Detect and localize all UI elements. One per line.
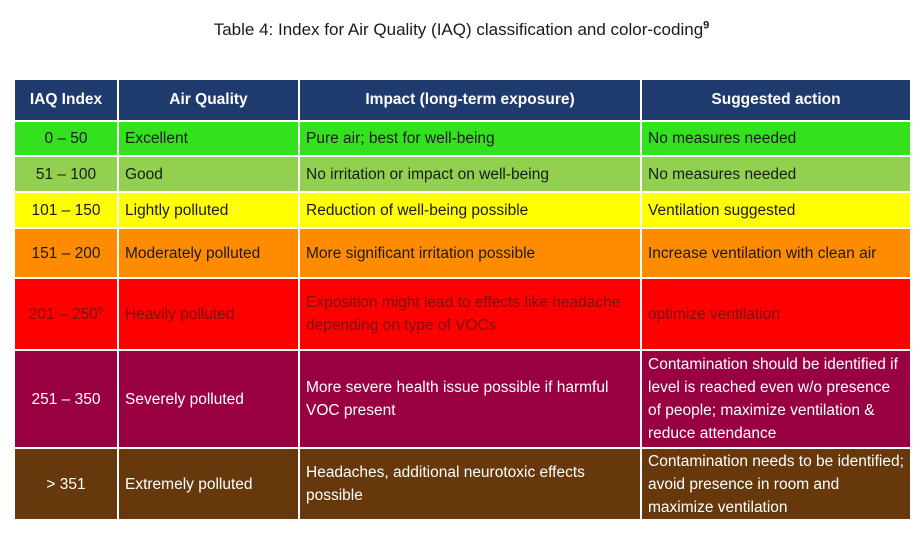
table-row: > 351 Extremely polluted Headaches, addi… <box>15 448 910 521</box>
air-quality-cell: Lightly polluted <box>118 192 300 229</box>
impact-cell: Exposition might lead to effects like he… <box>299 278 642 351</box>
iaq-index-value: 201 – 250 <box>28 305 98 323</box>
action-cell: optimize ventilation <box>641 278 910 351</box>
impact-cell: More severe health issue possible if har… <box>299 350 642 449</box>
header-impact: Impact (long-term exposure) <box>299 80 642 122</box>
action-cell: Increase ventilation with clean air <box>641 228 910 279</box>
air-quality-cell: Heavily polluted <box>118 278 300 351</box>
air-quality-cell: Excellent <box>118 121 300 157</box>
action-cell: Contamination needs to be identified; av… <box>641 448 910 521</box>
iaq-index-cell: 51 – 100 <box>15 156 119 193</box>
impact-cell: Headaches, additional neurotoxic effects… <box>299 448 642 521</box>
caption-text: Table 4: Index for Air Quality (IAQ) cla… <box>213 20 704 39</box>
action-cell: No measures needed <box>641 121 910 157</box>
table-row: 0 – 50 Excellent Pure air; best for well… <box>15 121 910 157</box>
impact-cell: No irritation or impact on well-being <box>299 156 642 193</box>
table-row: 251 – 350 Severely polluted More severe … <box>15 350 910 449</box>
iaq-index-cell: 251 – 350 <box>15 350 119 449</box>
iaq-index-cell: 151 – 200 <box>15 228 119 279</box>
iaq-classification-table: IAQ Index Air Quality Impact (long-term … <box>15 80 910 521</box>
header-iaq-index: IAQ Index <box>15 80 119 122</box>
table-caption: Table 4: Index for Air Quality (IAQ) cla… <box>0 20 923 40</box>
table-row: 51 – 100 Good No irritation or impact on… <box>15 156 910 193</box>
header-air-quality: Air Quality <box>118 80 300 122</box>
action-cell: Ventilation suggested <box>641 192 910 229</box>
footnote-marker: 9 <box>97 304 104 316</box>
air-quality-cell: Good <box>118 156 300 193</box>
action-cell: No measures needed <box>641 156 910 193</box>
table-header-row: IAQ Index Air Quality Impact (long-term … <box>15 80 910 122</box>
iaq-index-cell: 101 – 150 <box>15 192 119 229</box>
impact-cell: More significant irritation possible <box>299 228 642 279</box>
air-quality-cell: Extremely polluted <box>118 448 300 521</box>
table-row: 101 – 150 Lightly polluted Reduction of … <box>15 192 910 229</box>
action-cell: Contamination should be identified if le… <box>641 350 910 449</box>
iaq-index-cell: 0 – 50 <box>15 121 119 157</box>
impact-cell: Pure air; best for well-being <box>299 121 642 157</box>
air-quality-cell: Severely polluted <box>118 350 300 449</box>
table-row: 201 – 2509 Heavily polluted Exposition m… <box>15 278 910 351</box>
caption-footnote-marker: 9 <box>703 19 710 32</box>
table-row: 151 – 200 Moderately polluted More signi… <box>15 228 910 279</box>
iaq-index-cell: > 351 <box>15 448 119 521</box>
iaq-index-cell: 201 – 2509 <box>15 278 119 351</box>
air-quality-cell: Moderately polluted <box>118 228 300 279</box>
impact-cell: Reduction of well-being possible <box>299 192 642 229</box>
header-suggested-action: Suggested action <box>641 80 910 122</box>
